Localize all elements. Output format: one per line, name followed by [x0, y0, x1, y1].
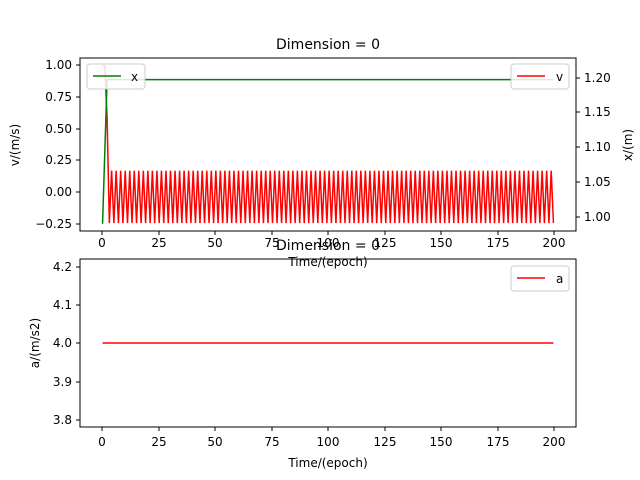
y-ticks: 3.8 3.9 4.0 4.1 4.2	[53, 260, 80, 427]
x-tick-label: 0	[98, 435, 106, 449]
y-tick-label: 4.1	[53, 298, 72, 312]
y-tick-label: 3.9	[53, 375, 72, 389]
x-tick-label: 200	[543, 236, 566, 250]
series-line-v	[102, 65, 555, 224]
legend-label-a: a	[556, 272, 563, 286]
y-tick-label: 0.75	[45, 90, 72, 104]
y-tick-label-right: 1.15	[584, 105, 611, 119]
y-tick-label-right: 1.00	[584, 210, 611, 224]
x-tick-label: 50	[207, 236, 222, 250]
x-tick-label: 75	[264, 435, 279, 449]
x-tick-label: 125	[374, 236, 397, 250]
x-tick-label: 0	[98, 236, 106, 250]
y-tick-label-right: 1.10	[584, 140, 611, 154]
legend-label-x: x	[131, 70, 138, 84]
x-tick-label: 100	[317, 435, 340, 449]
x-tick-label: 125	[374, 435, 397, 449]
y-axis-label-left: v/(m/s)	[8, 124, 22, 167]
y-tick-label: 0.00	[45, 185, 72, 199]
x-tick-label: 50	[207, 435, 222, 449]
y-axis-label-right: x/(m)	[621, 129, 635, 161]
x-tick-label: 200	[543, 435, 566, 449]
chart-title: Dimension = 0	[276, 238, 380, 254]
x-ticks: 0 25 50 75 100 125 150 175 200	[98, 231, 565, 250]
y-tick-label: 4.2	[53, 260, 72, 274]
y-ticks-left: −0.25 0.00 0.25 0.50 0.75 1.00	[35, 58, 80, 231]
legend-a: a	[510, 265, 570, 292]
series-line-x	[101, 78, 554, 224]
x-axis-label: Time/(epoch)	[287, 255, 367, 269]
x-tick-label: 25	[151, 236, 166, 250]
x-tick-label: 150	[430, 435, 453, 449]
series-lines	[101, 65, 555, 224]
x-tick-label: 25	[151, 435, 166, 449]
x-tick-label: 75	[264, 236, 279, 250]
y-tick-label: 1.00	[45, 58, 72, 72]
legend-x: x	[86, 63, 146, 90]
x-tick-label: 100	[317, 236, 340, 250]
y-tick-label: 3.8	[53, 413, 72, 427]
chart-velocity-position: Dimension = 0 Time/(epoch) v/(m/s) x/(m)…	[8, 37, 635, 269]
y-tick-label: 0.25	[45, 153, 72, 167]
chart-acceleration: Dimension = 0 Time/(epoch) a/(m/s2) 0 25…	[28, 238, 577, 470]
chart-title: Dimension = 0	[276, 37, 380, 53]
y-tick-label: 0.50	[45, 122, 72, 136]
y-tick-label: 4.0	[53, 336, 72, 350]
y-tick-label-right: 1.20	[584, 71, 611, 85]
legend-v: v	[510, 63, 570, 90]
y-tick-label-right: 1.05	[584, 175, 611, 189]
x-tick-label: 175	[487, 236, 510, 250]
y-tick-label: −0.25	[35, 217, 72, 231]
x-tick-label: 175	[487, 435, 510, 449]
y-axis-label: a/(m/s2)	[28, 318, 42, 368]
x-axis-label: Time/(epoch)	[287, 456, 367, 470]
y-ticks-right: 1.00 1.05 1.10 1.15 1.20	[576, 71, 611, 224]
legend-label-v: v	[556, 70, 563, 84]
x-tick-label: 150	[430, 236, 453, 250]
x-ticks: 0 25 50 75 100 125 150 175 200	[98, 427, 565, 449]
